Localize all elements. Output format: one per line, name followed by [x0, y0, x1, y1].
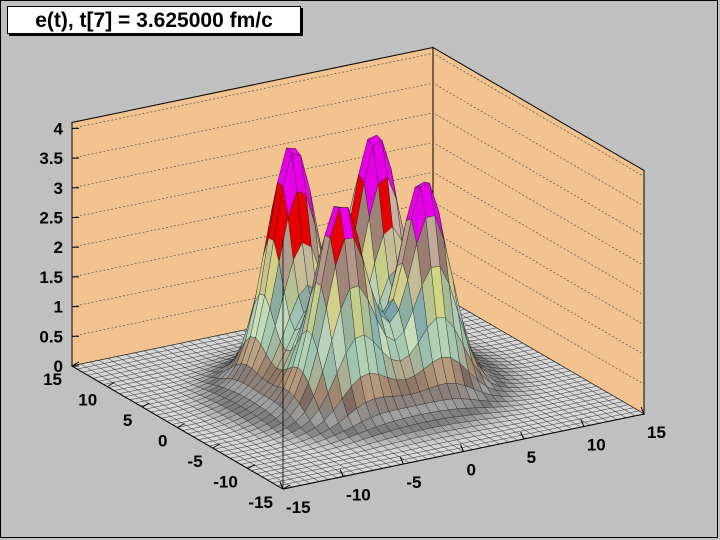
z-tick-label: 0 [54, 357, 63, 376]
y-tick-mark [212, 443, 220, 449]
z-gridline [71, 171, 645, 296]
y-tick-label: -10 [213, 473, 238, 492]
x-tick-mark [460, 444, 464, 452]
y-tick-mark [71, 361, 80, 367]
x-tick-label: -5 [406, 473, 421, 492]
z-gridline [71, 82, 645, 207]
x-tick-mark [279, 481, 284, 490]
z-tick-label: 3.5 [39, 149, 63, 168]
z-tick-label: 4 [54, 119, 64, 138]
z-tick-label: 1.5 [39, 268, 63, 287]
x-tick-label: -15 [286, 498, 311, 517]
y-tick-label: 10 [78, 391, 97, 410]
y-tick-label: 5 [123, 411, 132, 430]
x-tick-label: -10 [346, 486, 371, 505]
y-tick-mark [282, 484, 291, 490]
y-tick-label: 15 [43, 370, 62, 389]
y-tick-mark [106, 382, 115, 387]
x-tick-mark [640, 406, 645, 415]
x-tick-label: 0 [467, 461, 476, 480]
z-tick-label: 3 [54, 179, 63, 198]
y-tick-label: -15 [248, 493, 273, 512]
z-gridline [71, 112, 645, 237]
x-tick-mark [399, 456, 404, 465]
z-gridline [71, 53, 645, 177]
y-tick-mark [247, 464, 256, 469]
z-gridline [71, 142, 645, 266]
x-tick-label: 5 [527, 448, 536, 467]
y-tick-mark [142, 402, 150, 408]
z-tick-label: 2.5 [39, 209, 63, 228]
x-tick-label: 15 [647, 423, 666, 442]
z-tick-label: 1 [54, 298, 63, 317]
x-tick-mark [520, 431, 525, 440]
surface-mesh [71, 134, 645, 490]
y-tick-mark [177, 423, 185, 428]
z-tick-label: 0.5 [39, 327, 63, 346]
x-tick-mark [339, 469, 344, 477]
z-tick-label: 2 [54, 238, 63, 257]
y-tick-label: 0 [158, 432, 167, 451]
x-tick-mark [580, 419, 585, 427]
y-tick-label: -5 [188, 452, 203, 471]
x-tick-label: 10 [587, 436, 606, 455]
chart-title: e(t), t[7] = 3.625000 fm/c [7, 6, 301, 34]
